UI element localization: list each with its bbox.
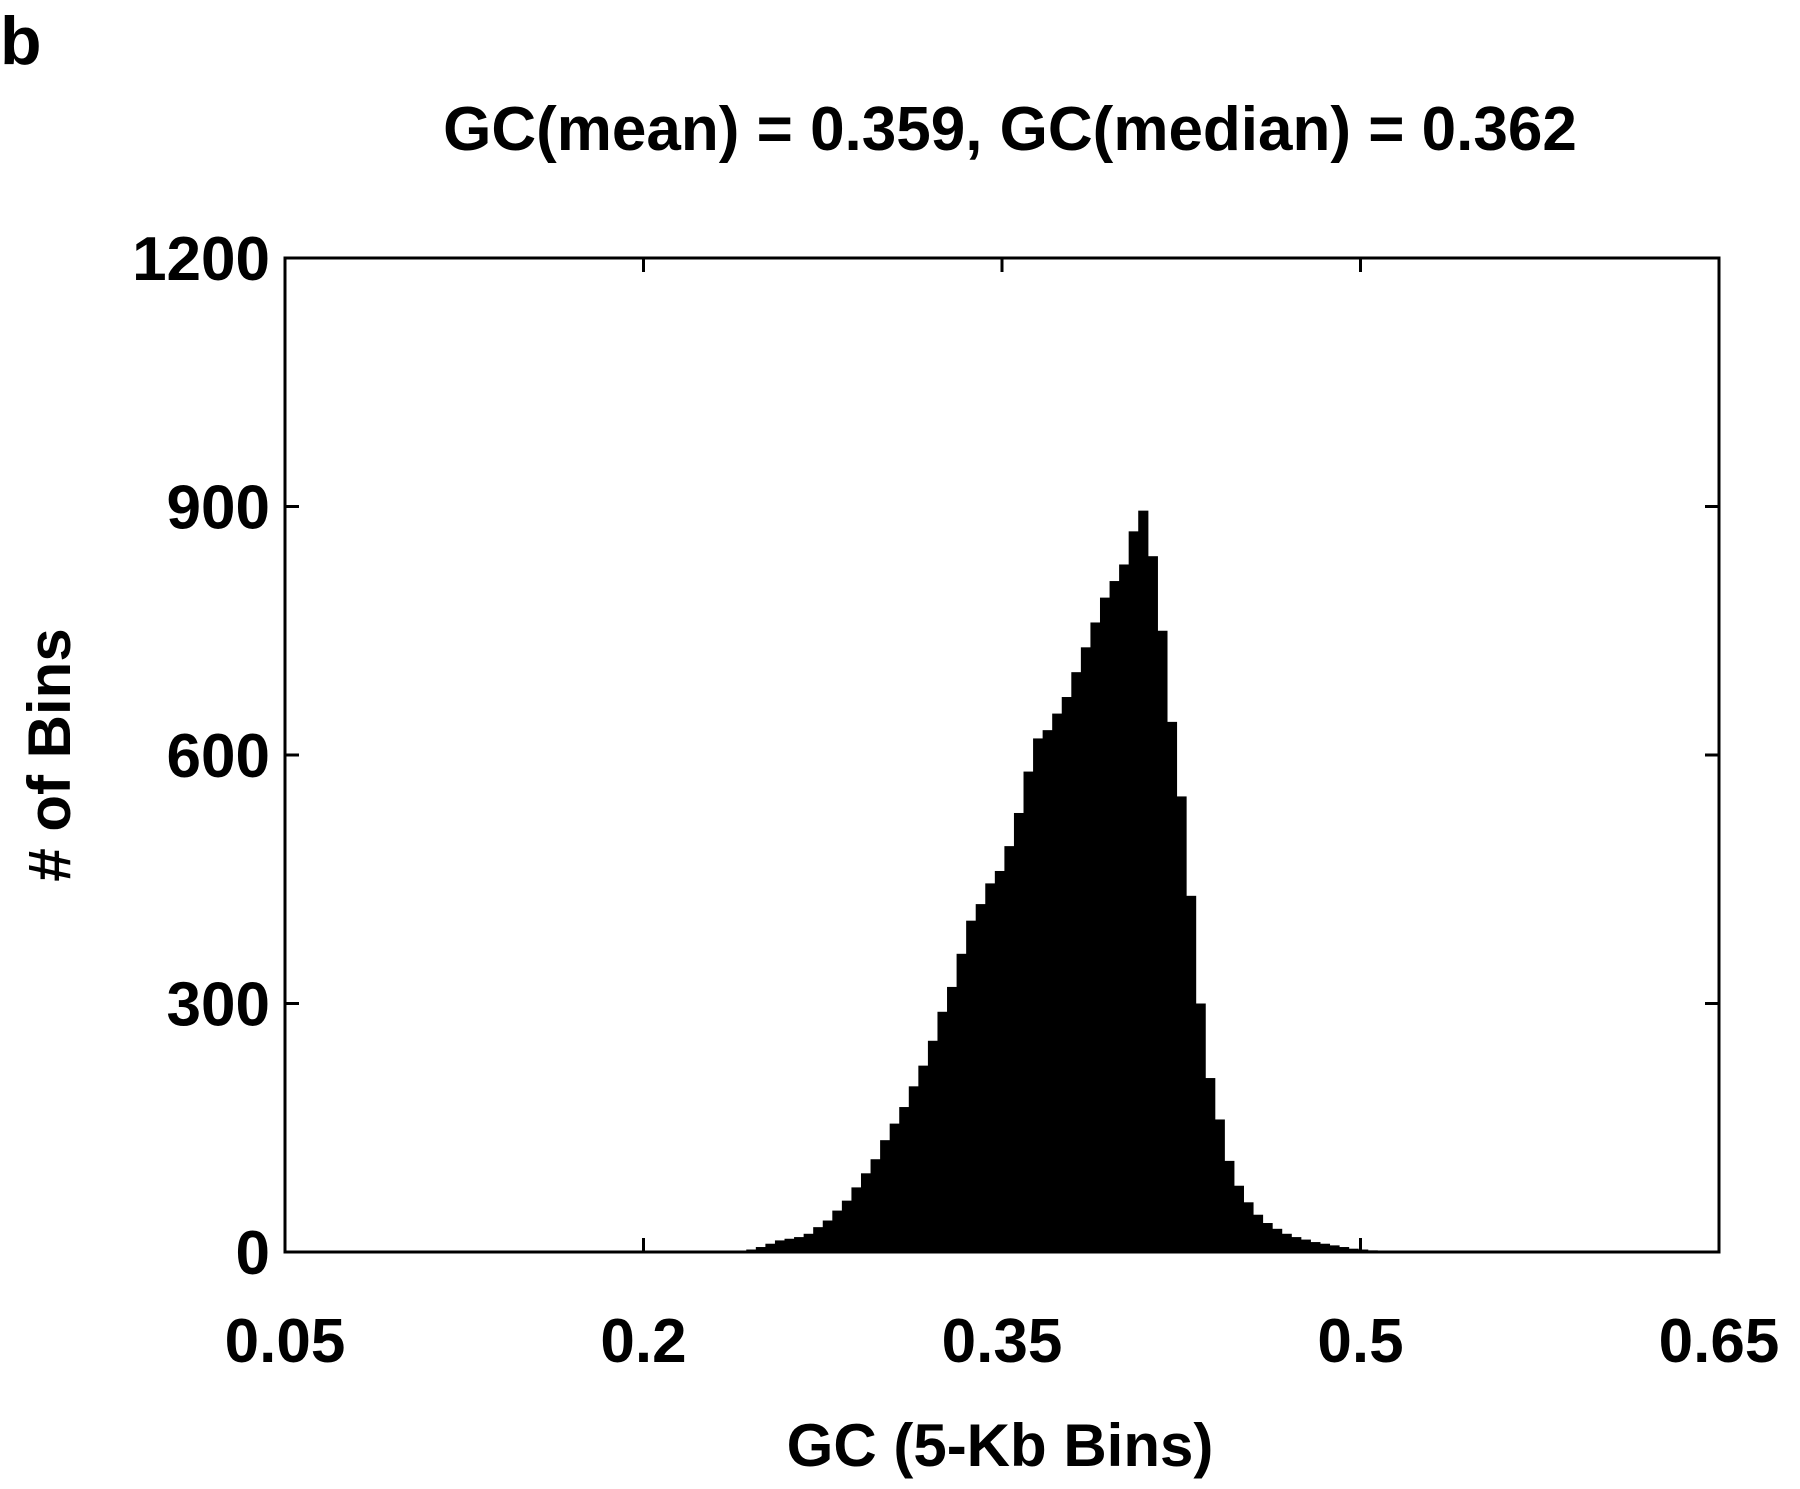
histogram-bar: [1119, 564, 1130, 1252]
histogram-bar: [1099, 597, 1111, 1252]
histogram-bar: [1071, 672, 1082, 1252]
histogram-bar: [1052, 713, 1063, 1252]
histogram-bar: [1233, 1185, 1244, 1252]
histogram-bar: [841, 1200, 853, 1252]
histogram-bars: [746, 510, 1378, 1253]
histogram-bar: [1214, 1119, 1225, 1252]
histogram-bar: [803, 1233, 814, 1252]
histogram-bar: [1023, 771, 1034, 1252]
histogram-bar: [860, 1173, 872, 1252]
histogram-bar: [794, 1237, 805, 1252]
histogram-bar: [1186, 895, 1197, 1252]
histogram-bar: [1329, 1245, 1340, 1252]
x-tick-label: 0.05: [225, 1307, 346, 1376]
histogram-bar: [851, 1187, 862, 1252]
x-tick-label: 0.5: [1317, 1307, 1403, 1376]
y-axis-ticks: 0 300 600 900 1200: [132, 225, 1719, 1288]
histogram-bar: [1272, 1228, 1283, 1252]
histogram-bar: [1138, 510, 1149, 1252]
histogram-bar: [966, 920, 977, 1252]
y-tick-label: 900: [167, 474, 270, 543]
y-tick-label: 300: [167, 971, 270, 1040]
histogram-bar: [880, 1140, 891, 1252]
x-tick-label: 0.65: [1659, 1307, 1780, 1376]
histogram-bar: [784, 1238, 795, 1252]
y-axis-label: # of Bins: [16, 628, 83, 881]
histogram-bar: [1166, 721, 1178, 1252]
histogram-bar: [765, 1243, 776, 1252]
x-tick-label: 0.35: [942, 1307, 1063, 1376]
histogram-bar: [1300, 1239, 1311, 1252]
histogram-bar: [832, 1210, 843, 1252]
histogram-bar: [1205, 1078, 1216, 1252]
histogram-bar: [994, 870, 1005, 1252]
histogram-bar: [870, 1159, 881, 1252]
histogram-bar: [975, 904, 986, 1252]
histogram-bar: [1147, 556, 1158, 1252]
histogram-bar: [1080, 647, 1092, 1252]
histogram-bar: [1195, 1003, 1206, 1252]
histogram-bar: [985, 883, 996, 1252]
histogram-bar: [1310, 1242, 1321, 1252]
histogram-bar: [918, 1065, 929, 1253]
histogram-bar: [774, 1240, 786, 1252]
x-tick-label: 0.2: [600, 1307, 686, 1376]
histogram-bar: [1090, 622, 1101, 1252]
histogram-bar: [899, 1107, 910, 1252]
histogram-bar: [947, 986, 958, 1252]
chart-title: GC(mean) = 0.359, GC(median) = 0.362: [443, 95, 1577, 164]
histogram-bar: [1128, 531, 1139, 1252]
histogram-bar: [1252, 1214, 1264, 1252]
histogram-bar: [1243, 1202, 1254, 1252]
y-tick-label: 1200: [132, 225, 270, 294]
histogram-bar: [1291, 1237, 1302, 1252]
histogram-bar: [1013, 812, 1025, 1252]
histogram-bar: [927, 1040, 939, 1252]
histogram-bar: [1319, 1243, 1331, 1252]
histogram-bar: [1061, 697, 1072, 1252]
x-axis-label: GC (5-Kb Bins): [787, 1412, 1214, 1479]
histogram-bar: [1033, 738, 1044, 1252]
histogram-bar: [1157, 630, 1168, 1252]
histogram-bar: [1262, 1223, 1273, 1252]
histogram-bar: [755, 1247, 766, 1252]
histogram-bar: [1338, 1247, 1350, 1252]
y-tick-label: 0: [236, 1219, 270, 1288]
histogram-bar: [1281, 1233, 1292, 1252]
histogram-bar: [1004, 846, 1015, 1252]
histogram-bar: [956, 953, 967, 1252]
histogram-bar: [1109, 581, 1120, 1252]
x-axis-ticks: 0.05 0.2 0.35 0.5 0.65: [225, 258, 1780, 1376]
histogram-bar: [813, 1227, 824, 1252]
histogram-bar: [889, 1123, 900, 1252]
y-tick-label: 600: [167, 722, 270, 791]
histogram-bar: [1348, 1248, 1359, 1252]
histogram-bar: [1042, 730, 1053, 1252]
histogram-bar: [822, 1220, 833, 1252]
histogram-bar: [1224, 1160, 1235, 1252]
histogram-bar: [908, 1086, 919, 1252]
histogram-bar: [1176, 796, 1187, 1252]
panel-label: b: [0, 3, 42, 79]
histogram-bar: [937, 1011, 948, 1252]
